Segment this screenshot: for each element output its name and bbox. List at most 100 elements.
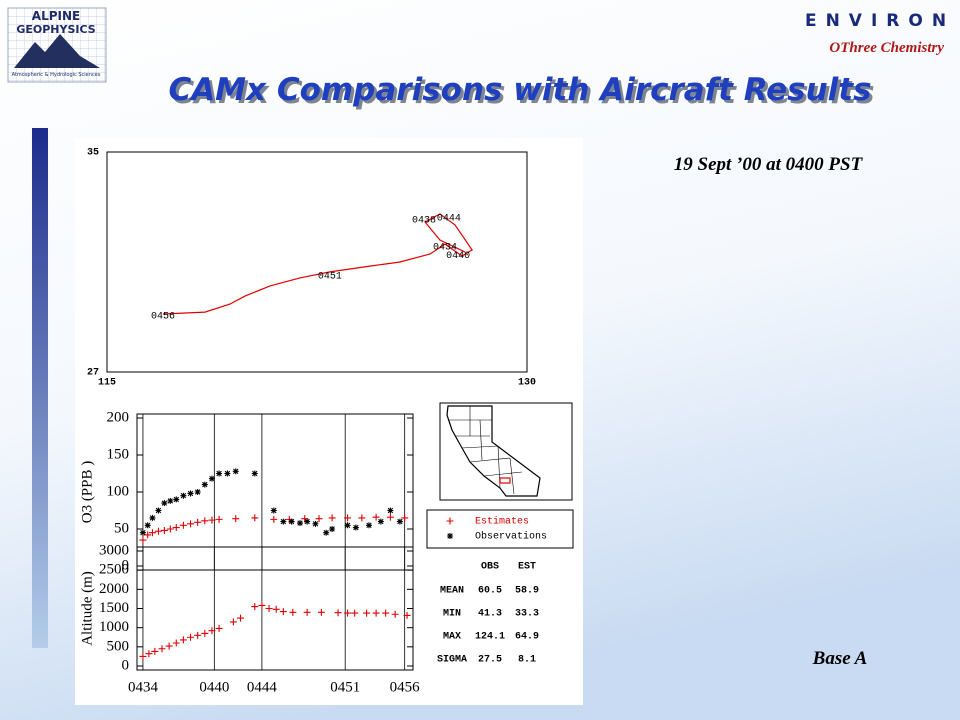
data-point [289, 608, 297, 616]
data-point [179, 521, 187, 529]
data-point [187, 490, 194, 497]
data-point [344, 514, 352, 522]
legend-symbol [447, 533, 453, 539]
data-point [265, 605, 273, 612]
data-point [148, 529, 156, 537]
y-tick-label: 500 [107, 638, 130, 654]
legend-symbol [446, 517, 454, 525]
map-counties [448, 406, 523, 495]
table-header: EST [518, 562, 536, 573]
data-point [352, 524, 359, 531]
logo-tagline: Atmospheric & Hydrologic Sciences [12, 72, 101, 78]
data-point [382, 609, 390, 617]
table-cell: MAX [443, 632, 461, 643]
table-cell: MEAN [440, 586, 464, 597]
y-tick-label: 2000 [99, 581, 129, 597]
data-point [344, 609, 352, 617]
data-point [372, 513, 380, 521]
logo-name: ALPINE [32, 9, 80, 23]
inset-map [439, 402, 573, 501]
data-point [363, 609, 371, 617]
data-point [194, 518, 202, 526]
data-point [208, 627, 216, 635]
data-point [365, 522, 372, 529]
data-point [144, 531, 152, 539]
data-point [151, 647, 159, 655]
data-point [312, 520, 319, 527]
logo-mountain [14, 34, 100, 68]
brand-subtitle: OThree Chemistry [829, 40, 944, 56]
data-point [251, 603, 259, 611]
data-point [317, 608, 325, 616]
data-point [387, 507, 394, 514]
data-point [179, 636, 187, 644]
y-tick-label: 35 [87, 148, 99, 159]
legend-box [426, 509, 574, 549]
data-point [270, 515, 278, 523]
data-point [208, 475, 215, 482]
data-point [187, 520, 195, 528]
data-point [194, 489, 201, 495]
data-point [288, 518, 295, 525]
y-tick-label: 100 [107, 483, 130, 499]
point-label: 0440 [446, 251, 470, 262]
y-tick-label: 0 [122, 657, 130, 673]
data-point [224, 470, 231, 477]
data-point [344, 522, 351, 529]
data-point [160, 526, 168, 534]
table-cell: 8.1 [518, 655, 536, 666]
y-axis-label: Altitude (m) [79, 571, 95, 646]
legend-label: Observations [475, 531, 547, 543]
x-tick-label: 0456 [390, 679, 421, 695]
data-point [391, 610, 399, 618]
data-point [144, 522, 151, 529]
data-point [139, 652, 147, 660]
plot-frame [106, 151, 528, 373]
data-point [401, 514, 409, 522]
subtitle: 19 Sept ’00 at 0400 PST [674, 154, 864, 175]
brand: ENVIRON [805, 11, 955, 31]
table-cell: 27.5 [478, 655, 502, 666]
point-label: 0451 [318, 272, 342, 283]
data-point [158, 645, 166, 653]
data-point [351, 609, 359, 617]
data-point [229, 618, 237, 626]
data-point [149, 514, 156, 521]
data-point [334, 609, 342, 617]
data-point [216, 470, 223, 477]
y-tick-label: 27 [87, 368, 99, 379]
trajectory-line [162, 213, 473, 315]
title-shadow: CAMx Comparisons with Aircraft Results [171, 75, 874, 111]
table-header: OBS [481, 562, 499, 573]
data-point [201, 481, 208, 488]
footer-label: Base A [812, 648, 868, 669]
point-label: 0438 [412, 216, 436, 227]
data-point [145, 650, 153, 658]
x-tick-label: 130 [518, 378, 536, 389]
title: CAMx Comparisons with Aircraft Results [168, 72, 871, 108]
x-tick-label: 0451 [330, 679, 360, 695]
data-point [372, 609, 380, 617]
data-point [296, 520, 303, 527]
y-axis-label: O3 (PPB ) [79, 461, 95, 524]
data-point [323, 529, 330, 536]
logo: ALPINE GEOPHYSICS Atmospheric & Hydrolog… [7, 7, 107, 83]
table-cell: 124.1 [475, 632, 505, 643]
x-tick-label: 0444 [247, 679, 278, 695]
table-cell: 33.3 [515, 609, 539, 620]
legend-label: Estimates [475, 516, 529, 528]
data-point [173, 496, 180, 503]
data-point [237, 614, 244, 622]
y-tick-label: 2500 [99, 562, 129, 578]
data-point [166, 525, 174, 533]
y-tick-label: 0 [122, 557, 130, 573]
y-tick-label: 1000 [99, 619, 129, 635]
data-point [232, 515, 240, 523]
table-cell: 64.9 [515, 632, 539, 643]
data-point [172, 524, 180, 532]
data-point [154, 527, 162, 535]
x-tick-label: 0440 [199, 679, 229, 695]
table-cell: 58.9 [515, 586, 539, 597]
